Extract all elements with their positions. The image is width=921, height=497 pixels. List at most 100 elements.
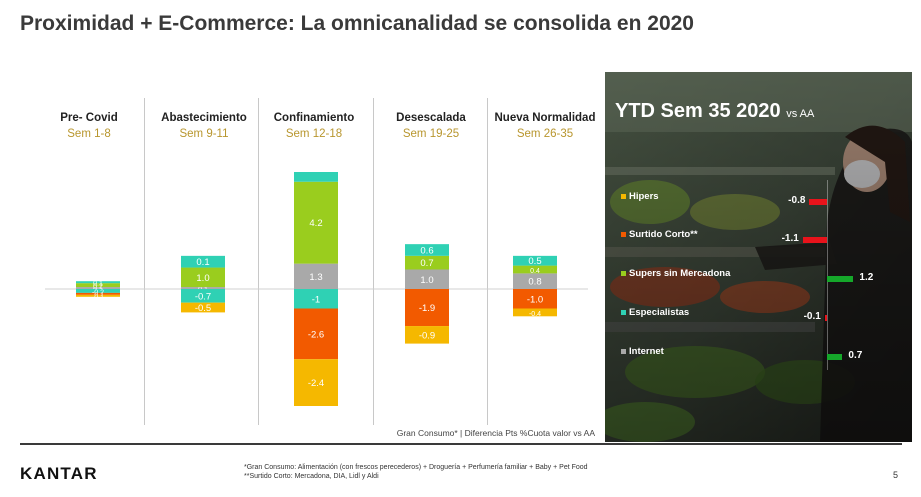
ytd-label-especialistas: Especialistas [621,307,689,318]
bar-value-label: -0.5 [195,303,211,314]
ytd-value-especialistas: -0.1 [803,311,821,322]
phase-header-abastecimiento: Abastecimiento Sem 9-11 [146,110,262,142]
bar-value-label: -2.6 [308,329,324,340]
ytd-label-internet: Internet [621,346,664,357]
stacked-bar-chart: 0.10.20.1-0.2-0.1-0.10.11.00.1-0.7-0.51.… [45,172,588,406]
bar-segment [405,255,449,270]
phase-name: Confinamiento [273,112,355,124]
phase-header-pre-covid: Pre- Covid Sem 1-8 [31,110,147,142]
bar-value-label: 0.5 [528,256,541,267]
kantar-logo: KANTAR [20,464,98,483]
bar-segment [76,281,120,284]
phase-divider [373,98,374,425]
ytd-subtitle: vs AA [786,108,815,120]
phase-name: Abastecimiento [161,112,247,124]
bar-segment [294,308,338,360]
page-number: 5 [893,470,899,480]
bar-segment [405,289,449,327]
bar-segment [76,283,120,288]
bar-value-label: 1.0 [420,275,433,286]
chart-note: Gran Consumo* | Diferencia Pts %Cuota va… [396,428,595,438]
bar-value-label: 0.7 [420,258,433,269]
bar-value-label: -1.9 [419,303,435,314]
bar-segment [181,289,225,303]
bar-value-label: 0.8 [528,277,541,288]
bar-segment [405,244,449,256]
bar-segment [405,269,449,289]
bar-value-label: 0.2 [93,284,103,291]
footer-divider [20,443,902,445]
ytd-label-text: Especialistas [629,307,690,318]
ytd-bar-especialistas [824,315,827,321]
phase-divider [487,98,488,425]
bar-value-label: 1.0 [196,273,209,284]
ytd-label-surtido-corto: Surtido Corto** [621,229,698,240]
bar-segment [76,292,120,295]
bar-value-label: 0.1 [93,281,103,288]
phase-weeks: Sem 26-35 [516,128,574,140]
bar-segment [294,263,338,289]
bar-segment [76,287,120,289]
legend-swatch-surtido-corto [621,231,626,237]
ytd-bar-internet [827,354,843,360]
footnotes: *Gran Consumo: Alimentación (con frescos… [244,463,588,481]
phase-header-confinamiento: Confinamiento Sem 12-18 [256,110,372,142]
bar-segment [181,287,225,289]
phase-divider [144,98,145,425]
bar-segment [181,302,225,313]
bar-value-label: 0.6 [420,246,433,257]
bar-segment [181,267,225,288]
bar-value-label: -2.4 [308,378,324,389]
bar-segment [513,308,557,317]
bar-segment [513,265,557,274]
phase-weeks: Sem 12-18 [285,128,343,140]
phase-divider [258,98,259,425]
bar-segment [294,172,338,182]
footnote-gran-consumo: *Gran Consumo: Alimentación (con frescos… [244,464,588,471]
bar-value-label: 1.3 [309,272,322,283]
legend-swatch-supers [621,270,626,276]
ytd-label-supers: Supers sin Mercadona [621,268,730,279]
bar-segment [294,181,338,264]
bar-segment [76,294,120,297]
bar-segment [294,359,338,406]
ytd-bar-hipers [809,199,827,205]
bar-segment [405,326,449,344]
ytd-panel: YTD Sem 35 2020 vs AA Hipers Surtido Cor… [605,72,912,442]
legend-swatch-hipers [621,193,626,199]
legend-swatch-especialistas [621,309,626,315]
bar-segment [181,255,225,268]
phase-weeks: Sem 19-25 [402,128,460,140]
phase-header-desescalada: Desescalada Sem 19-25 [373,110,489,142]
footnote-surtido-corto: **Surtido Corto: Mercadona, DIA, Lidl y … [244,473,379,480]
page-title: Proximidad + E-Commerce: La omnicanalida… [20,12,694,35]
ytd-value-surtido-corto: -1.1 [781,233,799,244]
phase-name: Nueva Normalidad [494,112,596,124]
ytd-label-text: Surtido Corto** [629,229,698,240]
ytd-label-text: Internet [629,346,664,357]
ytd-label-hipers: Hipers [621,191,659,202]
bar-value-label: 0.4 [530,268,540,275]
ytd-bar-surtido-corto [802,237,827,243]
phase-name: Desescalada [396,112,466,124]
phase-name: Pre- Covid [60,112,118,124]
ytd-title-text: YTD Sem 35 2020 [615,100,781,122]
ytd-label-text: Supers sin Mercadona [629,268,731,279]
bar-value-label: -1 [312,294,320,305]
ytd-value-internet: 0.7 [848,350,863,361]
bar-segment [294,289,338,309]
ytd-title: YTD Sem 35 2020 vs AA [615,100,814,123]
bar-segment [513,273,557,289]
phase-weeks: Sem 9-11 [179,128,229,140]
bar-value-label: 4.2 [309,218,322,229]
ytd-value-supers: 1.2 [859,272,874,283]
ytd-label-text: Hipers [629,191,659,202]
bar-value-label: -0.1 [92,294,104,301]
bar-value-label: -1.0 [527,294,543,305]
bar-segment [513,255,557,266]
phase-weeks: Sem 1-8 [67,128,111,140]
bar-value-label: -0.4 [529,311,541,318]
legend-swatch-internet [621,348,626,354]
supermarket-photo [605,72,912,442]
bar-value-label: -0.9 [419,330,435,341]
